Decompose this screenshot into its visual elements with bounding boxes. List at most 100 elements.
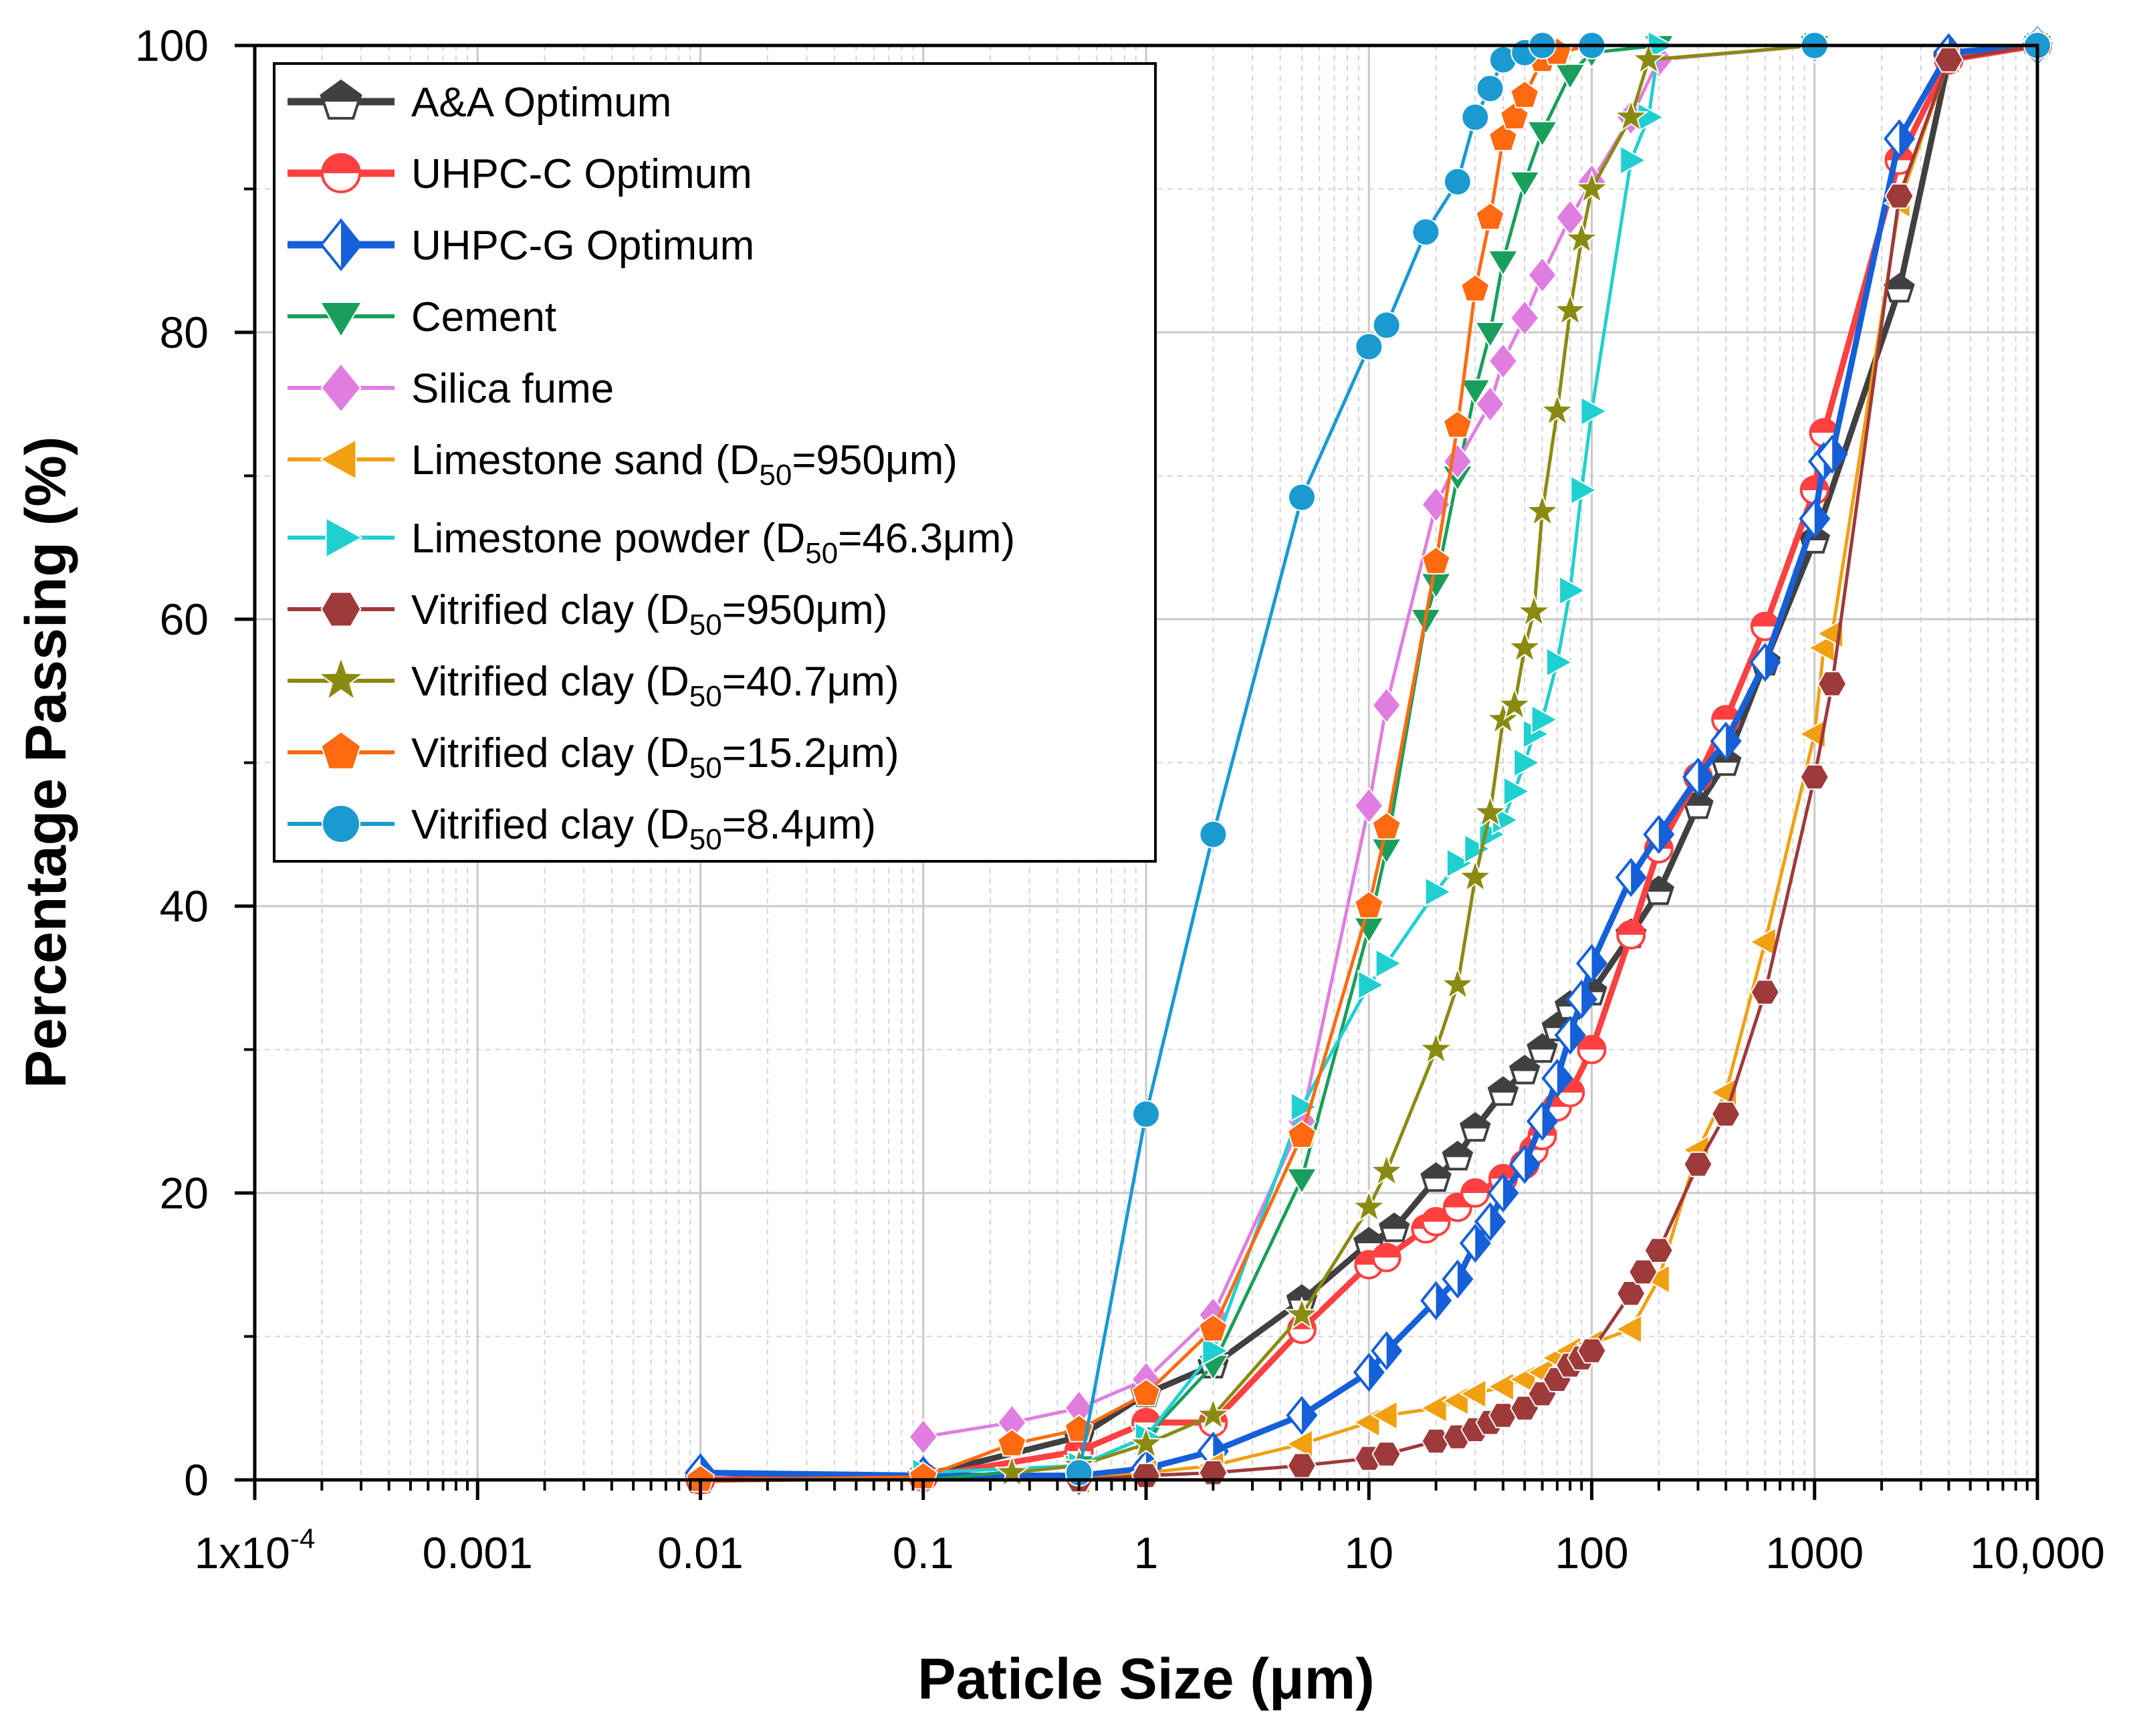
data-marker: [1508, 1144, 1541, 1184]
data-marker: [1884, 183, 1914, 209]
data-marker-fill: [1373, 1244, 1400, 1258]
x-tick-label-text: 1000: [1765, 1528, 1864, 1578]
x-tick-labels: 1x10-4 0.001 0.01 0.1 1 10 100 1000 10,000: [195, 1523, 2105, 1578]
x-tick-label-text: 1: [1134, 1528, 1159, 1578]
data-marker: [1487, 249, 1519, 277]
y-tick-label: 20: [160, 1168, 209, 1218]
legend-label: Limestone powder (D50=46.3μm): [411, 516, 1015, 570]
data-marker: [1459, 1112, 1491, 1142]
data-marker: [1371, 687, 1401, 724]
data-marker: [1370, 1400, 1398, 1431]
data-marker: [1476, 74, 1504, 103]
y-tick-label: 100: [135, 21, 209, 70]
data-marker: [320, 591, 362, 627]
data-marker: [1195, 1396, 1231, 1431]
data-marker: [1442, 1259, 1474, 1299]
data-marker-fill: [1462, 1180, 1489, 1193]
legend-label-main: UHPC-G Optimum: [411, 223, 754, 269]
data-marker: [1290, 1091, 1318, 1122]
data-marker-fill: [1570, 1018, 1585, 1053]
data-marker: [1442, 1140, 1474, 1171]
data-marker: [1524, 493, 1561, 527]
data-marker-fill: [1698, 760, 1712, 794]
data-marker-fill: [1436, 1283, 1450, 1318]
data-marker: [1506, 629, 1543, 663]
legend-label-subscript: 50: [689, 823, 722, 856]
data-marker: [320, 730, 362, 770]
legend-label-tail: =950μm): [722, 587, 888, 633]
data-marker: [997, 1428, 1027, 1457]
data-marker: [1442, 410, 1472, 439]
data-marker: [1351, 1188, 1387, 1223]
data-marker: [1199, 820, 1228, 849]
data-marker: [1457, 859, 1493, 893]
data-marker: [1420, 1281, 1452, 1321]
legend-label: Limestone sand (D50=950μm): [411, 437, 958, 492]
data-marker: [1508, 1055, 1541, 1085]
legend-entry: Vitrified clay (D50=15.2μm): [288, 730, 899, 784]
y-tick-label: 60: [160, 594, 209, 644]
data-marker: [1798, 718, 1826, 750]
data-marker-fill: [1712, 706, 1740, 720]
data-marker: [1128, 1425, 1164, 1460]
data-marker: [1440, 966, 1476, 1000]
data-marker-fill: [1617, 921, 1645, 935]
data-marker: [1799, 499, 1831, 538]
data-marker: [1883, 119, 1916, 158]
data-marker: [1510, 80, 1540, 108]
data-marker: [1644, 1237, 1674, 1263]
data-marker: [1545, 647, 1573, 678]
data-marker: [1577, 1337, 1607, 1364]
data-marker: [1577, 1035, 1607, 1065]
data-marker: [319, 302, 363, 338]
data-marker: [1485, 701, 1521, 735]
data-marker: [1531, 704, 1559, 735]
data-marker: [1285, 1428, 1313, 1460]
data-marker: [1460, 274, 1490, 302]
data-marker: [1474, 1202, 1506, 1242]
legend-label-main: Vitrified clay (D: [411, 587, 689, 633]
legend-label-tail: =15.2μm): [722, 730, 899, 776]
data-marker: [1509, 299, 1540, 337]
data-marker: [1934, 47, 1964, 73]
series-vitrified-clay-d50-40-7-m-: [994, 26, 2055, 1488]
data-marker: [1573, 170, 1610, 205]
data-marker: [1375, 948, 1403, 979]
y-tick-labels: 0 20 40 60 80 100: [135, 21, 209, 1505]
data-marker-fill: [1631, 860, 1646, 895]
data-marker: [1372, 311, 1401, 340]
data-marker: [322, 804, 360, 843]
data-marker: [1807, 633, 1835, 663]
data-marker-fill: [1542, 1103, 1557, 1139]
data-marker-fill: [1301, 1398, 1316, 1433]
data-marker: [1354, 890, 1384, 919]
data-marker: [1424, 876, 1452, 907]
data-marker: [1284, 1296, 1320, 1331]
data-marker-fill: [1751, 613, 1779, 627]
data-marker-fill: [1461, 1113, 1490, 1129]
data-marker: [1421, 546, 1451, 574]
data-marker: [1526, 120, 1559, 148]
legend-label: Vitrified clay (D50=8.4μm): [411, 802, 876, 856]
data-marker: [1575, 944, 1608, 983]
data-marker: [1552, 292, 1588, 326]
data-marker: [1353, 1352, 1385, 1392]
data-marker: [1683, 1151, 1713, 1178]
legend-label-main: UHPC-C Optimum: [411, 151, 752, 197]
data-marker-fill: [1510, 1056, 1539, 1071]
data-marker: [1527, 1033, 1558, 1063]
data-marker: [1615, 857, 1647, 897]
data-marker: [1378, 1212, 1410, 1242]
data-marker: [1472, 794, 1508, 829]
legend-label-main: Cement: [411, 294, 556, 340]
data-marker: [1554, 63, 1586, 90]
data-marker: [1286, 1452, 1317, 1479]
data-marker: [1475, 202, 1505, 231]
x-tick-label-text: 10: [1345, 1528, 1393, 1578]
data-marker: [1198, 1313, 1228, 1342]
legend-entry: Limestone sand (D50=950μm): [288, 437, 958, 492]
data-marker-fill: [1578, 1036, 1605, 1050]
data-marker: [1710, 722, 1742, 761]
data-marker-fill: [1684, 790, 1712, 806]
